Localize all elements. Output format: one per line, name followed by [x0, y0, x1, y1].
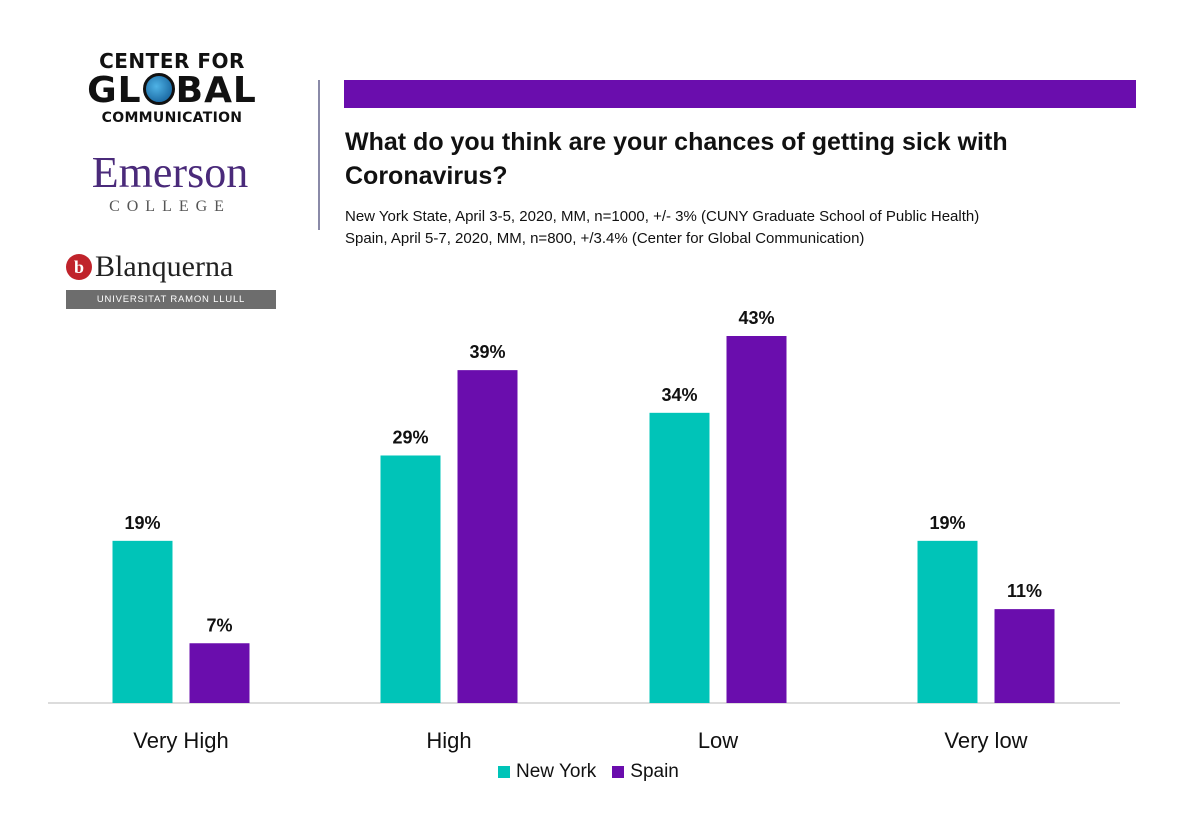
center-for-global-communication-logo: CENTER FOR GL BAL COMMUNICATION: [82, 50, 262, 126]
category-label-high: High: [426, 728, 471, 753]
category-label-very-low: Very low: [944, 728, 1027, 753]
data-label-spain-very-low: 11%: [1007, 581, 1042, 601]
emerson-sub: COLLEGE: [109, 198, 231, 215]
data-label-spain-high: 39%: [469, 342, 505, 362]
bar-spain-very-high: [189, 643, 250, 703]
legend-label-new-york: New York: [516, 761, 597, 782]
cgc-line-2a: GL: [87, 70, 142, 111]
data-label-new-york-high: 29%: [392, 427, 428, 447]
bar-new-york-very-high: [112, 540, 173, 703]
data-label-spain-very-high: 7%: [206, 615, 232, 635]
blanquerna-name: Blanquerna: [95, 250, 234, 283]
legend-swatch-spain: [612, 766, 625, 778]
data-label-new-york-very-high: 19%: [124, 513, 160, 533]
bar-new-york-very-low: [917, 540, 978, 703]
emerson-name: Emerson: [91, 148, 249, 197]
cgc-line-1: CENTER FOR: [99, 49, 245, 73]
category-label-low: Low: [698, 728, 738, 753]
bar-new-york-low: [649, 412, 710, 703]
bar-new-york-high: [380, 455, 441, 703]
category-label-very-high: Very High: [133, 728, 228, 753]
bar-spain-high: [457, 370, 518, 703]
subtitle-line-2: Spain, April 5-7, 2020, MM, n=800, +/3.4…: [345, 230, 865, 247]
emerson-college-logo: Emerson COLLEGE: [60, 150, 280, 216]
blanquerna-badge-icon: b: [66, 254, 92, 280]
chart-title: What do you think are your chances of ge…: [345, 128, 1008, 190]
data-label-new-york-very-low: 19%: [929, 513, 965, 533]
cgc-line-2: GL BAL: [82, 72, 262, 110]
blanquerna-logo: b Blanquerna UNIVERSITAT RAMON LLULL: [66, 250, 276, 309]
legend-swatch-new-york: [498, 766, 510, 778]
data-label-spain-low: 43%: [738, 308, 774, 328]
legend-label-spain: Spain: [630, 761, 679, 782]
divider: [318, 80, 320, 230]
legend-item-new-york: New York: [498, 761, 596, 783]
bar-spain-low: [726, 336, 787, 703]
cgc-line-2b: BAL: [175, 70, 257, 111]
legend-item-spain: Spain: [612, 761, 679, 783]
cgc-line-3: COMMUNICATION: [101, 110, 243, 126]
bar-spain-very-low: [994, 609, 1055, 703]
title-accent-bar: [344, 80, 1136, 108]
legend: New York Spain: [498, 761, 695, 783]
blanquerna-sub: UNIVERSITAT RAMON LLULL: [66, 290, 276, 309]
chart-subtitle: New York State, April 3-5, 2020, MM, n=1…: [345, 206, 1195, 250]
globe-icon: [142, 73, 175, 105]
data-label-new-york-low: 34%: [661, 385, 697, 405]
subtitle-line-1: New York State, April 3-5, 2020, MM, n=1…: [345, 208, 980, 225]
